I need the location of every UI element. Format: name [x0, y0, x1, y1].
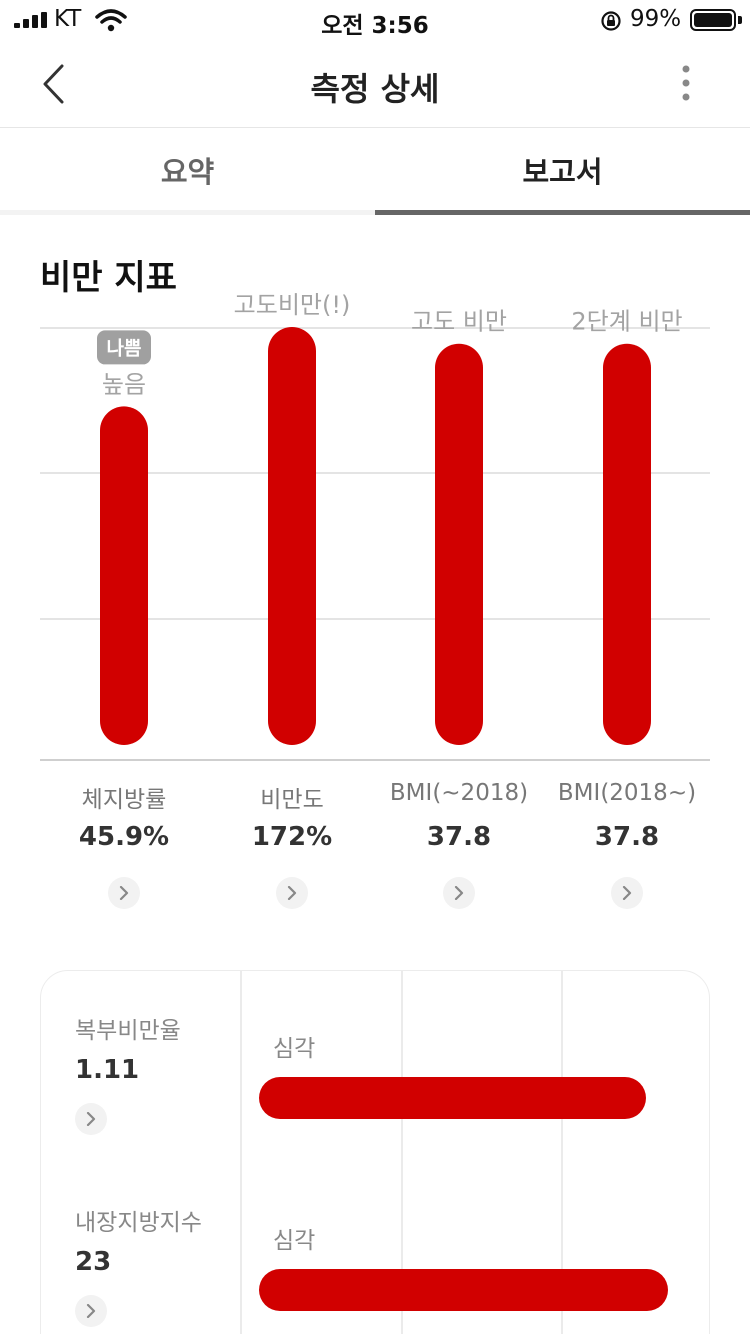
metric-name-bmi-old: BMI(~2018)	[389, 780, 529, 806]
indicator-bar	[100, 406, 148, 745]
clock: 오전 3:56	[321, 13, 429, 39]
tab-bar: 요약 보고서	[0, 129, 750, 215]
indicator-bar	[603, 343, 651, 745]
chevron-right-icon	[86, 1304, 96, 1318]
tab-summary[interactable]: 요약	[160, 155, 215, 189]
nav-bar: 측정 상세	[0, 40, 750, 128]
card-gridline	[561, 971, 563, 1334]
chevron-right-icon	[287, 886, 297, 900]
metric-name-bmi-new: BMI(2018~)	[557, 780, 697, 806]
chevron-left-icon[interactable]	[36, 62, 72, 106]
visceral-fat-detail-button[interactable]	[75, 1295, 107, 1327]
wifi-icon	[95, 9, 127, 32]
rotation-lock-icon	[601, 11, 621, 31]
more-vertical-icon[interactable]	[672, 64, 700, 104]
abdominal-obesity-bar	[259, 1077, 646, 1119]
metric-value-bmi-old: 37.8	[426, 822, 492, 852]
metric-value-body-fat: 45.9%	[78, 822, 170, 852]
battery-percent: 99%	[630, 6, 682, 32]
bmi-new-detail-button[interactable]	[611, 877, 643, 909]
abdominal-visceral-card: 복부비만율 1.11 심각 내장지방지수 23 심각	[40, 970, 710, 1334]
chevron-right-icon	[454, 886, 464, 900]
carrier-label: KT	[54, 6, 82, 32]
indicator-bar	[435, 343, 483, 745]
battery-cap	[738, 16, 742, 24]
status-badge-label: 나쁨	[107, 337, 142, 359]
indicator-tier-label: 2단계 비만	[571, 308, 682, 336]
page-title: 측정 상세	[310, 70, 440, 108]
card-divider	[240, 971, 242, 1334]
abdominal-obesity-status: 심각	[273, 1036, 316, 1062]
signal-icon	[14, 12, 48, 28]
indicator-tier-label: 고도비만(!)	[234, 291, 351, 319]
bmi-old-detail-button[interactable]	[443, 877, 475, 909]
metric-name-body-fat: 체지방률	[81, 787, 167, 813]
abdominal-obesity-label: 복부비만율	[75, 1018, 181, 1044]
tab-active-indicator	[375, 210, 750, 215]
indicator-bar	[268, 327, 316, 745]
obesity-degree-detail-button[interactable]	[276, 877, 308, 909]
metric-name-obesity-degree: 비만도	[260, 787, 324, 813]
metric-value-bmi-new: 37.8	[594, 822, 660, 852]
status-bar: KT 오전 3:56 99%	[0, 0, 750, 40]
metric-value-obesity-degree: 172%	[251, 822, 333, 852]
indicator-tier-label: 고도 비만	[411, 308, 507, 336]
abdominal-obesity-value: 1.11	[75, 1055, 140, 1085]
card-gridline	[401, 971, 403, 1334]
visceral-fat-bar	[259, 1269, 668, 1311]
body-fat-detail-button[interactable]	[108, 877, 140, 909]
chevron-right-icon	[86, 1112, 96, 1126]
visceral-fat-status: 심각	[273, 1228, 316, 1254]
visceral-fat-value: 23	[75, 1247, 112, 1277]
tab-report[interactable]: 보고서	[522, 155, 603, 189]
indicator-tier-label: 높음	[102, 370, 146, 398]
section-title: 비만 지표	[40, 258, 177, 298]
status-badge	[97, 330, 151, 365]
chevron-right-icon	[119, 886, 129, 900]
chevron-right-icon	[622, 886, 632, 900]
battery-icon	[690, 9, 736, 31]
abdominal-obesity-detail-button[interactable]	[75, 1103, 107, 1135]
visceral-fat-label: 내장지방지수	[75, 1210, 202, 1236]
